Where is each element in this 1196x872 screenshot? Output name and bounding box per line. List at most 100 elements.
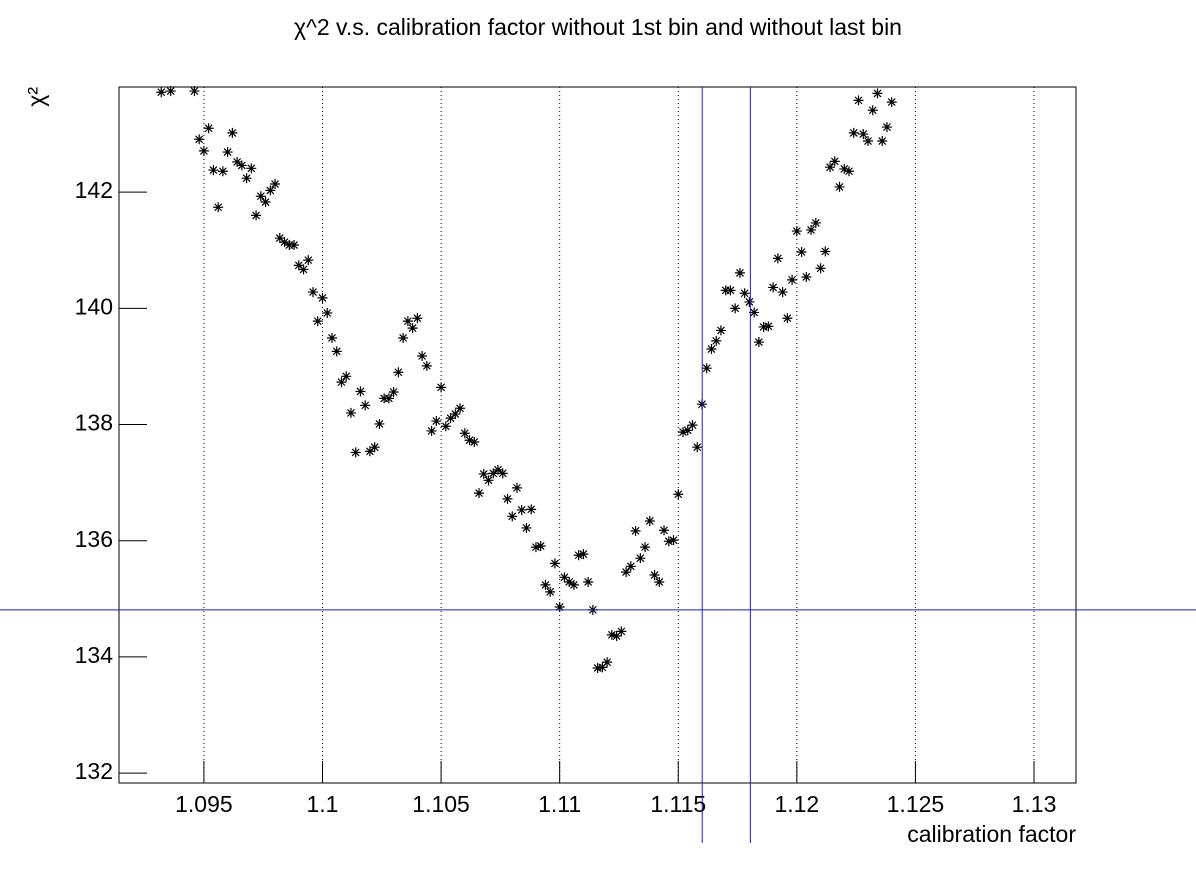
x-tick-label: 1.095 xyxy=(175,791,233,817)
data-point xyxy=(787,274,798,285)
data-point xyxy=(516,504,527,515)
data-point xyxy=(877,136,888,147)
y-tick-label: 142 xyxy=(75,177,113,203)
data-point xyxy=(616,626,627,637)
data-point xyxy=(791,226,802,237)
data-point xyxy=(749,307,760,318)
data-point xyxy=(455,403,466,414)
data-point xyxy=(322,307,333,318)
data-point xyxy=(682,425,693,436)
data-point xyxy=(768,282,779,293)
data-point xyxy=(763,321,774,332)
data-point xyxy=(578,549,589,560)
data-point xyxy=(815,263,826,274)
data-point xyxy=(232,156,243,167)
x-tick-label: 1.13 xyxy=(1012,791,1057,817)
data-point xyxy=(573,550,584,561)
data-point xyxy=(872,88,883,99)
data-point xyxy=(369,442,380,453)
data-point xyxy=(772,253,783,264)
data-point xyxy=(341,371,352,382)
data-point xyxy=(777,287,788,298)
x-tick-label: 1.1 xyxy=(307,791,339,817)
y-tick-label: 138 xyxy=(75,410,113,436)
data-point xyxy=(279,237,290,248)
data-point xyxy=(236,160,247,171)
data-point xyxy=(497,468,508,479)
data-point xyxy=(825,162,836,173)
data-point xyxy=(530,542,541,553)
data-point xyxy=(701,363,712,374)
data-point xyxy=(839,163,850,174)
data-point xyxy=(217,166,228,177)
data-point xyxy=(526,504,537,515)
data-point xyxy=(848,127,859,138)
data-point xyxy=(853,95,864,106)
x-axis-label: calibration factor xyxy=(907,821,1076,847)
data-point xyxy=(388,387,399,398)
data-point xyxy=(659,525,670,536)
data-point xyxy=(564,576,575,587)
y-tick-label: 134 xyxy=(75,642,114,668)
data-point xyxy=(464,435,475,446)
data-point xyxy=(350,447,361,458)
data-point xyxy=(611,631,622,642)
data-point xyxy=(621,567,632,578)
data-point xyxy=(265,185,276,196)
data-point xyxy=(810,217,821,228)
data-point xyxy=(260,197,271,208)
data-point xyxy=(734,267,745,278)
data-point xyxy=(829,156,840,167)
data-point xyxy=(635,553,646,564)
data-point xyxy=(881,122,892,133)
data-point xyxy=(730,303,741,314)
data-point xyxy=(692,442,703,453)
data-point xyxy=(402,316,413,327)
data-point xyxy=(649,570,660,581)
data-point xyxy=(640,542,651,553)
data-point xyxy=(336,377,347,388)
data-point xyxy=(431,416,442,427)
data-point xyxy=(355,386,366,397)
data-point xyxy=(597,662,608,673)
data-point xyxy=(156,87,167,98)
data-point xyxy=(844,166,855,177)
data-point xyxy=(374,418,385,429)
data-point xyxy=(644,515,655,526)
data-point xyxy=(521,522,532,533)
data-point xyxy=(208,165,219,176)
data-point xyxy=(706,344,717,355)
y-axis-label: χ² xyxy=(23,87,49,107)
data-point xyxy=(801,271,812,282)
data-point xyxy=(493,464,504,475)
data-point xyxy=(862,136,873,147)
x-tick-label: 1.105 xyxy=(412,791,470,817)
data-point xyxy=(450,409,461,420)
data-point xyxy=(393,367,404,378)
data-point xyxy=(289,240,300,251)
data-point xyxy=(858,129,869,140)
data-point xyxy=(326,332,337,343)
data-point xyxy=(886,97,897,108)
data-point xyxy=(715,325,726,336)
y-tick-label: 140 xyxy=(75,293,113,319)
data-point xyxy=(554,601,565,612)
data-point xyxy=(398,332,409,343)
data-point xyxy=(568,579,579,590)
data-point xyxy=(246,163,257,174)
data-point xyxy=(625,561,636,572)
data-point xyxy=(469,436,480,447)
data-point xyxy=(668,535,679,546)
data-point xyxy=(559,572,570,583)
data-point xyxy=(753,337,764,348)
x-tick-label: 1.125 xyxy=(887,791,945,817)
data-point xyxy=(303,255,314,266)
data-point xyxy=(293,260,304,271)
data-point xyxy=(194,134,205,145)
data-point xyxy=(711,335,722,346)
data-point xyxy=(421,360,432,371)
data-point xyxy=(317,292,328,303)
data-point xyxy=(331,346,342,357)
y-tick-label: 136 xyxy=(75,526,113,552)
